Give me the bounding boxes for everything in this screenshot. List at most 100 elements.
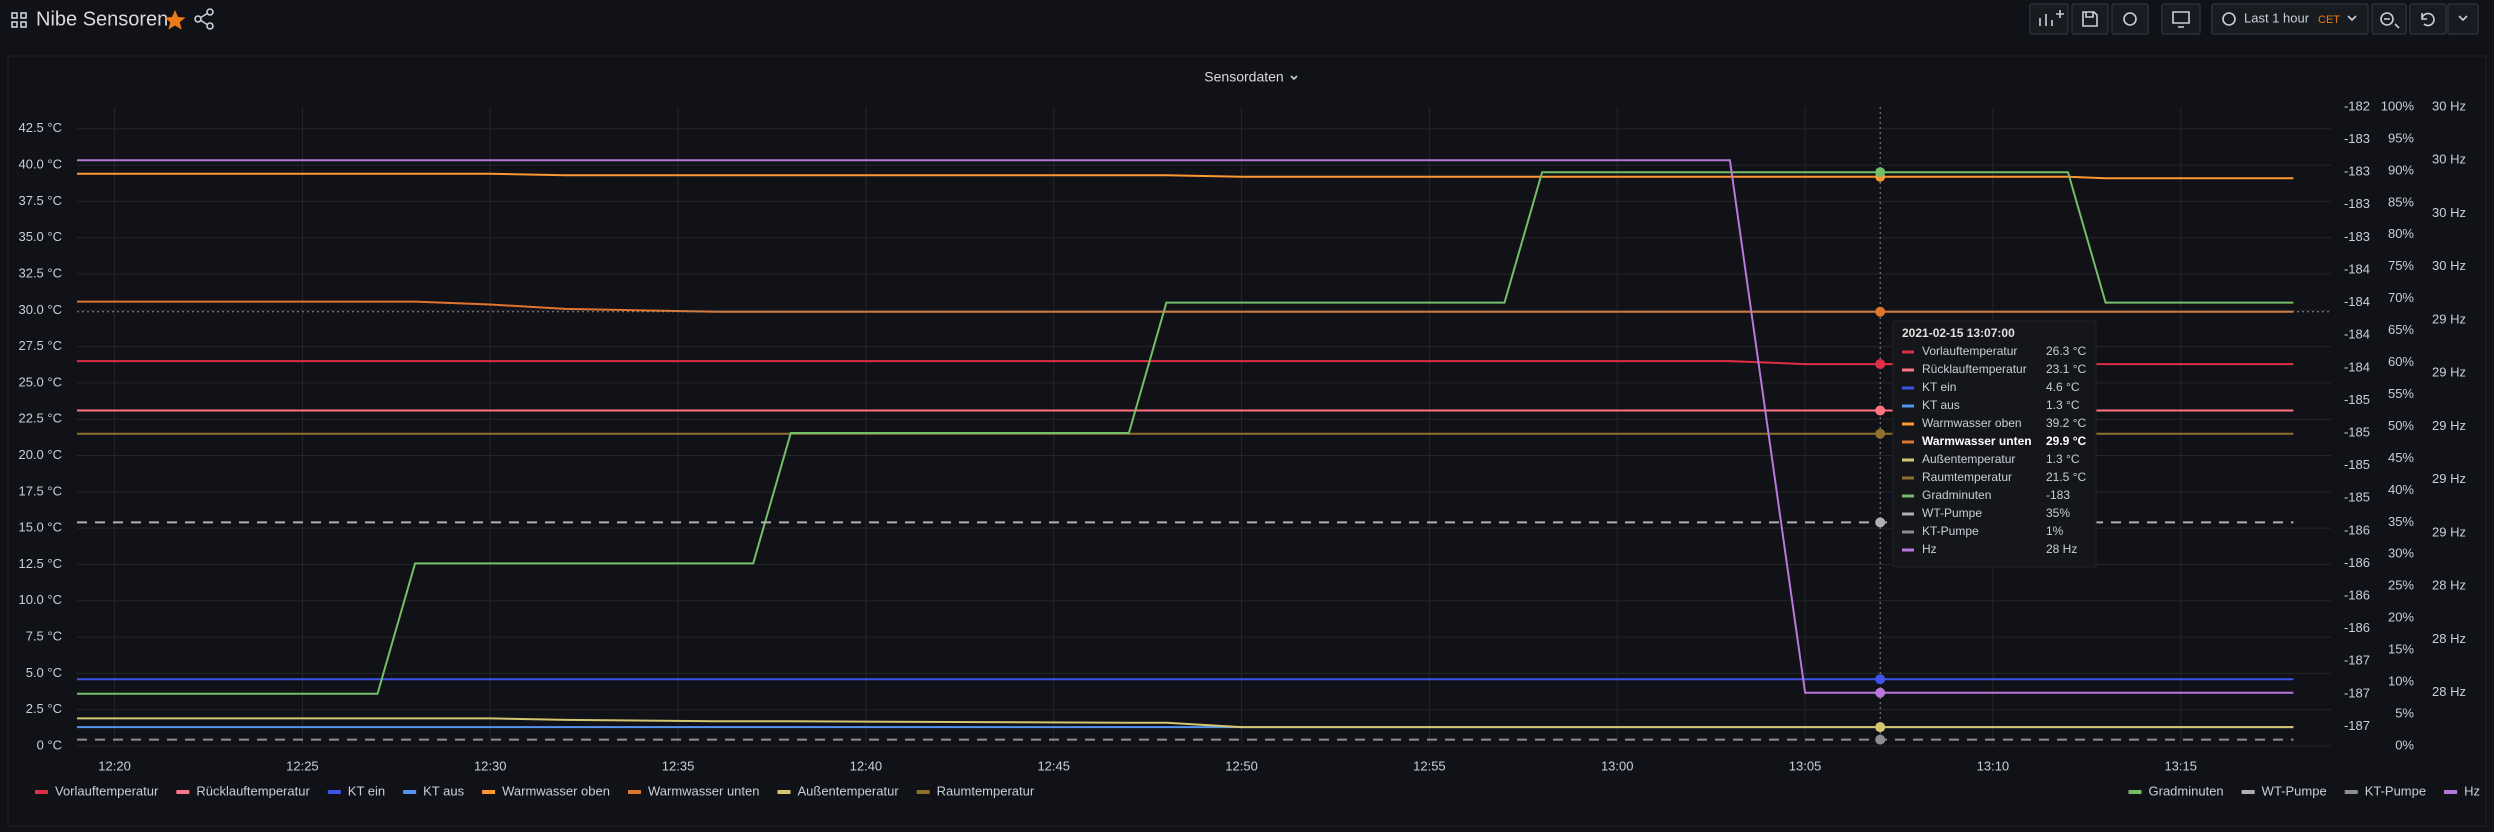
x-tick-label: 12:25 xyxy=(286,758,319,773)
add-panel-icon xyxy=(2039,10,2064,26)
y-tick-label: -185 xyxy=(2344,424,2370,439)
y-tick-label: 0 °C xyxy=(37,737,62,752)
refresh-button[interactable] xyxy=(2409,3,2447,35)
tooltip-series-name: Hz xyxy=(1922,542,1937,556)
tooltip-value: -183 xyxy=(2046,488,2070,502)
tooltip-series-name: Warmwasser oben xyxy=(1922,416,2022,430)
time-picker[interactable] xyxy=(2211,3,2369,35)
y-tick-label: 37.5 °C xyxy=(18,193,62,208)
y-tick-label: 17.5 °C xyxy=(18,483,62,498)
hover-point xyxy=(1875,167,1886,178)
y-tick-label: -186 xyxy=(2344,587,2370,602)
y-tick-label: -183 xyxy=(2344,229,2370,244)
star-icon[interactable] xyxy=(164,10,186,30)
panel-menu-chevron xyxy=(1290,75,1298,81)
settings-icon xyxy=(2123,12,2137,26)
x-tick-label: 12:30 xyxy=(474,758,507,773)
x-tick-label: 12:40 xyxy=(850,758,883,773)
tooltip-series-name: Rücklauftemperatur xyxy=(1922,362,2027,376)
y-tick-label: 30.0 °C xyxy=(18,302,62,317)
y-tick-label: 27.5 °C xyxy=(18,338,62,353)
y-tick-label: 40.0 °C xyxy=(18,157,62,172)
legend-item[interactable]: Rücklauftemperatur xyxy=(196,783,310,798)
y-tick-label: 15.0 °C xyxy=(18,520,62,535)
panel xyxy=(7,55,2487,827)
y-tick-label: 2.5 °C xyxy=(26,701,62,716)
y-tick-label: 30 Hz xyxy=(2432,205,2466,220)
tooltip-series-name: KT-Pumpe xyxy=(1922,524,1979,538)
legend-item[interactable]: KT aus xyxy=(423,783,464,798)
y-tick-label: 22.5 °C xyxy=(18,411,62,426)
tooltip-title: 2021-02-15 13:07:00 xyxy=(1902,326,2015,340)
y-tick-label: 40% xyxy=(2388,482,2414,497)
legend-item[interactable]: KT-Pumpe xyxy=(2365,783,2426,798)
refresh-icon xyxy=(2421,12,2435,27)
tooltip-series-name: Warmwasser unten xyxy=(1922,434,2032,448)
y-tick-label: 5.0 °C xyxy=(26,665,62,680)
apps-icon[interactable] xyxy=(11,12,27,28)
tooltip-series-name: Außentemperatur xyxy=(1922,452,2015,466)
legend-item[interactable]: Warmwasser unten xyxy=(648,783,760,798)
y-tick-label: 35.0 °C xyxy=(18,229,62,244)
x-tick-label: 12:45 xyxy=(1037,758,1070,773)
y-tick-label: -185 xyxy=(2344,490,2370,505)
share-icon[interactable] xyxy=(194,8,214,30)
tooltip-box xyxy=(1892,320,2097,568)
legend-item[interactable]: Warmwasser oben xyxy=(502,783,610,798)
legend-item[interactable]: Hz xyxy=(2464,783,2480,798)
y-tick-label: -184 xyxy=(2344,294,2370,309)
tooltip-value: 26.3 °C xyxy=(2046,344,2086,358)
x-tick-label: 13:15 xyxy=(2164,758,2197,773)
tooltip-value: 39.2 °C xyxy=(2046,416,2086,430)
tv-mode-button[interactable] xyxy=(2161,3,2201,35)
y-tick-label: 29 Hz xyxy=(2432,311,2466,326)
legend-item[interactable]: Außentemperatur xyxy=(797,783,899,798)
y-tick-label: -184 xyxy=(2344,359,2370,374)
y-tick-label: -187 xyxy=(2344,718,2370,733)
y-tick-label: -185 xyxy=(2344,457,2370,472)
legend-item[interactable]: Gradminuten xyxy=(2149,783,2224,798)
y-tick-label: 0% xyxy=(2395,737,2414,752)
y-tick-label: 100% xyxy=(2381,98,2415,113)
y-tick-label: 50% xyxy=(2388,418,2414,433)
legend-item[interactable]: Vorlauftemperatur xyxy=(55,783,159,798)
y-tick-label: 90% xyxy=(2388,162,2414,177)
add-panel-button[interactable] xyxy=(2029,3,2069,35)
y-tick-label: 70% xyxy=(2388,290,2414,305)
tooltip-value: 35% xyxy=(2046,506,2070,520)
tooltip-value: 23.1 °C xyxy=(2046,362,2086,376)
tooltip-value: 4.6 °C xyxy=(2046,380,2080,394)
y-tick-label: -183 xyxy=(2344,131,2370,146)
y-tick-label: 20% xyxy=(2388,610,2414,625)
y-tick-label: 30 Hz xyxy=(2432,258,2466,273)
zoom-icon-lens xyxy=(2380,12,2394,26)
y-tick-label: 30 Hz xyxy=(2432,152,2466,167)
legend-item[interactable]: KT ein xyxy=(348,783,385,798)
y-tick-label: 65% xyxy=(2388,322,2414,337)
dashboard-title[interactable]: Nibe Sensoren xyxy=(36,8,168,30)
y-tick-label: 42.5 °C xyxy=(18,120,62,135)
save-button[interactable] xyxy=(2071,3,2109,35)
settings-button[interactable] xyxy=(2111,3,2149,35)
tooltip-series-name: WT-Pumpe xyxy=(1922,506,1982,520)
y-tick-label: -184 xyxy=(2344,261,2370,276)
x-tick-label: 12:50 xyxy=(1225,758,1258,773)
y-tick-label: -187 xyxy=(2344,653,2370,668)
zoom-icon xyxy=(2384,18,2400,29)
y-tick-label: 85% xyxy=(2388,194,2414,209)
x-tick-label: 12:35 xyxy=(662,758,695,773)
timezone: CET xyxy=(2318,14,2340,26)
tooltip-value: 1.3 °C xyxy=(2046,452,2080,466)
legend-item[interactable]: Raumtemperatur xyxy=(937,783,1035,798)
y-tick-label: -186 xyxy=(2344,620,2370,635)
y-tick-label: 25% xyxy=(2388,578,2414,593)
chevron xyxy=(2347,15,2357,22)
y-tick-label: -185 xyxy=(2344,392,2370,407)
y-tick-label: 30% xyxy=(2388,546,2414,561)
tooltip-series-name: Gradminuten xyxy=(1922,488,1991,502)
y-tick-label: 29 Hz xyxy=(2432,471,2466,486)
clock-icon xyxy=(2222,12,2236,26)
legend-item[interactable]: WT-Pumpe xyxy=(2262,783,2327,798)
time-range: Last 1 hour xyxy=(2244,10,2310,25)
panel-title[interactable]: Sensordaten xyxy=(1204,69,1283,85)
